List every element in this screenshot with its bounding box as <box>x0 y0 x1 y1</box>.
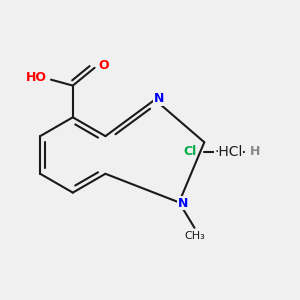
Text: Cl: Cl <box>183 146 196 158</box>
Text: N: N <box>154 92 164 105</box>
Text: ·HCl: ·HCl <box>214 145 243 159</box>
Text: H: H <box>250 146 260 158</box>
Text: HO: HO <box>26 71 47 84</box>
Text: CH₃: CH₃ <box>184 231 205 241</box>
Text: O: O <box>99 59 109 72</box>
Text: N: N <box>178 197 188 210</box>
